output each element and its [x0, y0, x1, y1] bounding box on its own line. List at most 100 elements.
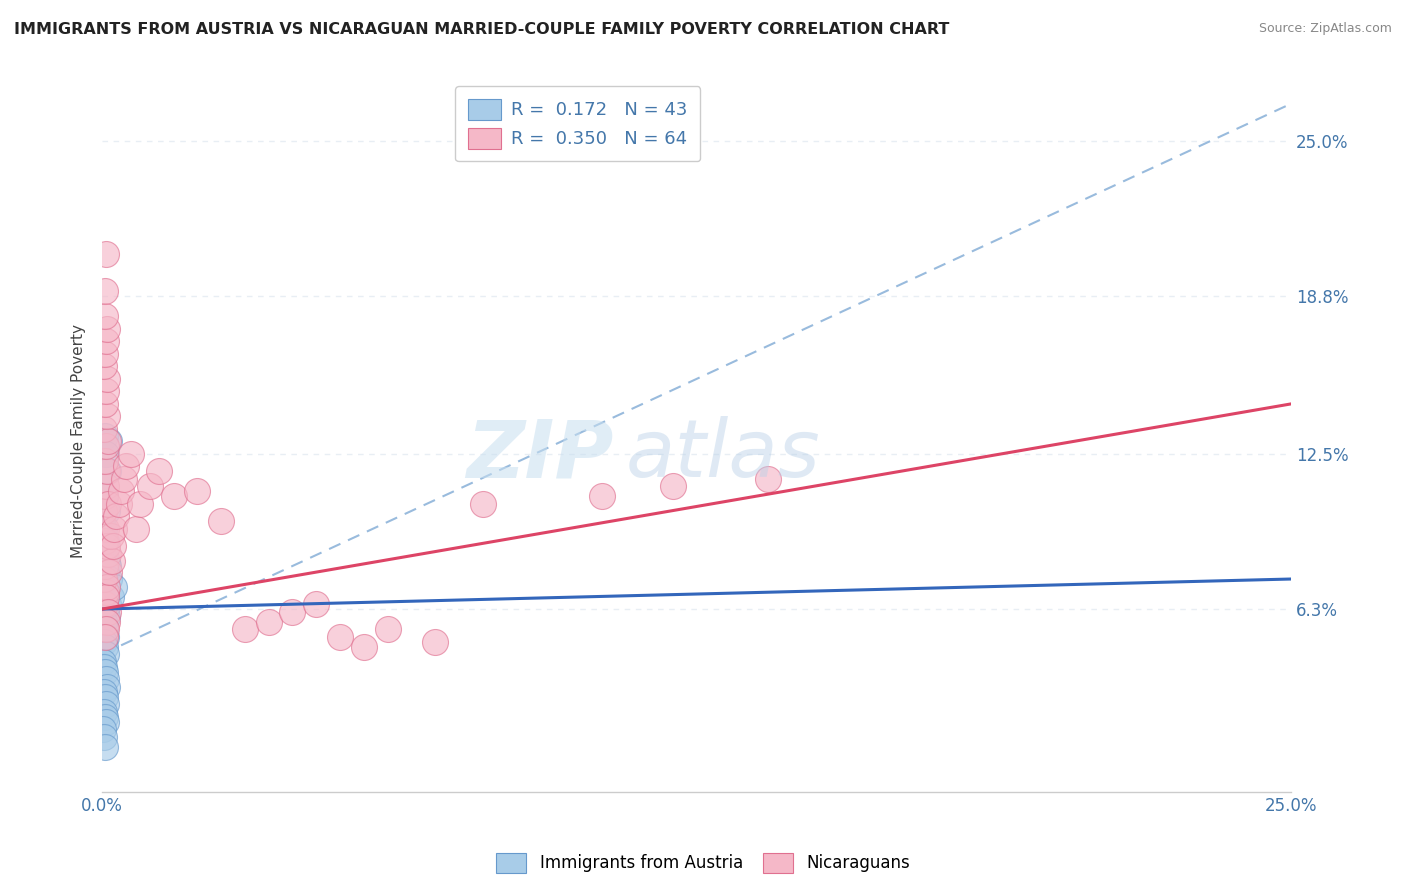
Point — [329, 630, 352, 644]
Point — [103, 580, 125, 594]
Point — [103, 522, 125, 536]
Point — [96, 464, 118, 478]
Point — [209, 515, 232, 529]
Point — [353, 640, 375, 654]
Point — [94, 672, 117, 686]
Point — [101, 540, 124, 554]
Point — [97, 605, 120, 619]
Point — [94, 584, 117, 599]
Point — [94, 534, 117, 549]
Point — [94, 565, 117, 579]
Point — [120, 447, 142, 461]
Point — [93, 597, 115, 611]
Point — [96, 322, 118, 336]
Point — [94, 690, 117, 704]
Point — [425, 634, 447, 648]
Legend: Immigrants from Austria, Nicaraguans: Immigrants from Austria, Nicaraguans — [489, 847, 917, 880]
Point — [591, 490, 613, 504]
Point — [94, 547, 117, 561]
Point — [93, 310, 115, 324]
Point — [96, 554, 118, 568]
Point — [98, 565, 121, 579]
Point — [94, 605, 117, 619]
Point — [96, 409, 118, 424]
Point — [94, 479, 117, 493]
Point — [93, 504, 115, 518]
Point — [93, 615, 115, 629]
Text: IMMIGRANTS FROM AUSTRIA VS NICARAGUAN MARRIED-COUPLE FAMILY POVERTY CORRELATION : IMMIGRANTS FROM AUSTRIA VS NICARAGUAN MA… — [14, 22, 949, 37]
Point — [93, 359, 115, 374]
Point — [94, 334, 117, 349]
Point — [96, 609, 118, 624]
Point — [93, 634, 115, 648]
Point — [186, 484, 208, 499]
Point — [94, 665, 117, 679]
Point — [94, 439, 117, 453]
Point — [94, 630, 117, 644]
Point — [129, 497, 152, 511]
Point — [96, 615, 118, 629]
Point — [105, 509, 128, 524]
Point — [94, 490, 117, 504]
Point — [96, 680, 118, 694]
Point — [94, 490, 117, 504]
Point — [100, 529, 122, 543]
Point — [94, 590, 117, 604]
Point — [94, 590, 117, 604]
Point — [756, 472, 779, 486]
Point — [94, 739, 117, 754]
Point — [94, 622, 117, 636]
Point — [100, 590, 122, 604]
Point — [257, 615, 280, 629]
Point — [94, 697, 117, 711]
Point — [94, 347, 117, 361]
Point — [97, 464, 120, 478]
Point — [96, 540, 118, 554]
Text: Source: ZipAtlas.com: Source: ZipAtlas.com — [1258, 22, 1392, 36]
Point — [93, 684, 115, 698]
Point — [97, 497, 120, 511]
Point — [94, 397, 117, 411]
Point — [94, 384, 117, 399]
Y-axis label: Married-Couple Family Poverty: Married-Couple Family Poverty — [72, 325, 86, 558]
Point — [94, 622, 117, 636]
Point — [97, 597, 120, 611]
Point — [112, 472, 135, 486]
Point — [94, 522, 117, 536]
Point — [94, 454, 117, 468]
Point — [93, 640, 115, 654]
Point — [93, 709, 115, 723]
Point — [91, 722, 114, 736]
Point — [93, 572, 115, 586]
Point — [94, 584, 117, 599]
Point — [96, 504, 118, 518]
Point — [124, 522, 146, 536]
Point — [93, 659, 115, 673]
Text: ZIP: ZIP — [467, 417, 613, 494]
Point — [662, 479, 685, 493]
Point — [281, 605, 304, 619]
Legend: R =  0.172   N = 43, R =  0.350   N = 64: R = 0.172 N = 43, R = 0.350 N = 64 — [456, 87, 700, 161]
Point — [94, 630, 117, 644]
Point — [97, 559, 120, 574]
Point — [100, 554, 122, 568]
Point — [305, 597, 328, 611]
Point — [93, 429, 115, 443]
Point — [139, 479, 162, 493]
Point — [93, 730, 115, 744]
Point — [96, 372, 118, 386]
Point — [162, 490, 184, 504]
Point — [94, 647, 117, 661]
Point — [94, 534, 117, 549]
Point — [94, 447, 117, 461]
Point — [94, 246, 117, 260]
Point — [96, 580, 118, 594]
Point — [148, 464, 170, 478]
Point — [110, 484, 132, 499]
Point — [94, 559, 117, 574]
Point — [94, 714, 117, 729]
Point — [471, 497, 494, 511]
Point — [93, 602, 115, 616]
Point — [97, 434, 120, 449]
Point — [377, 622, 399, 636]
